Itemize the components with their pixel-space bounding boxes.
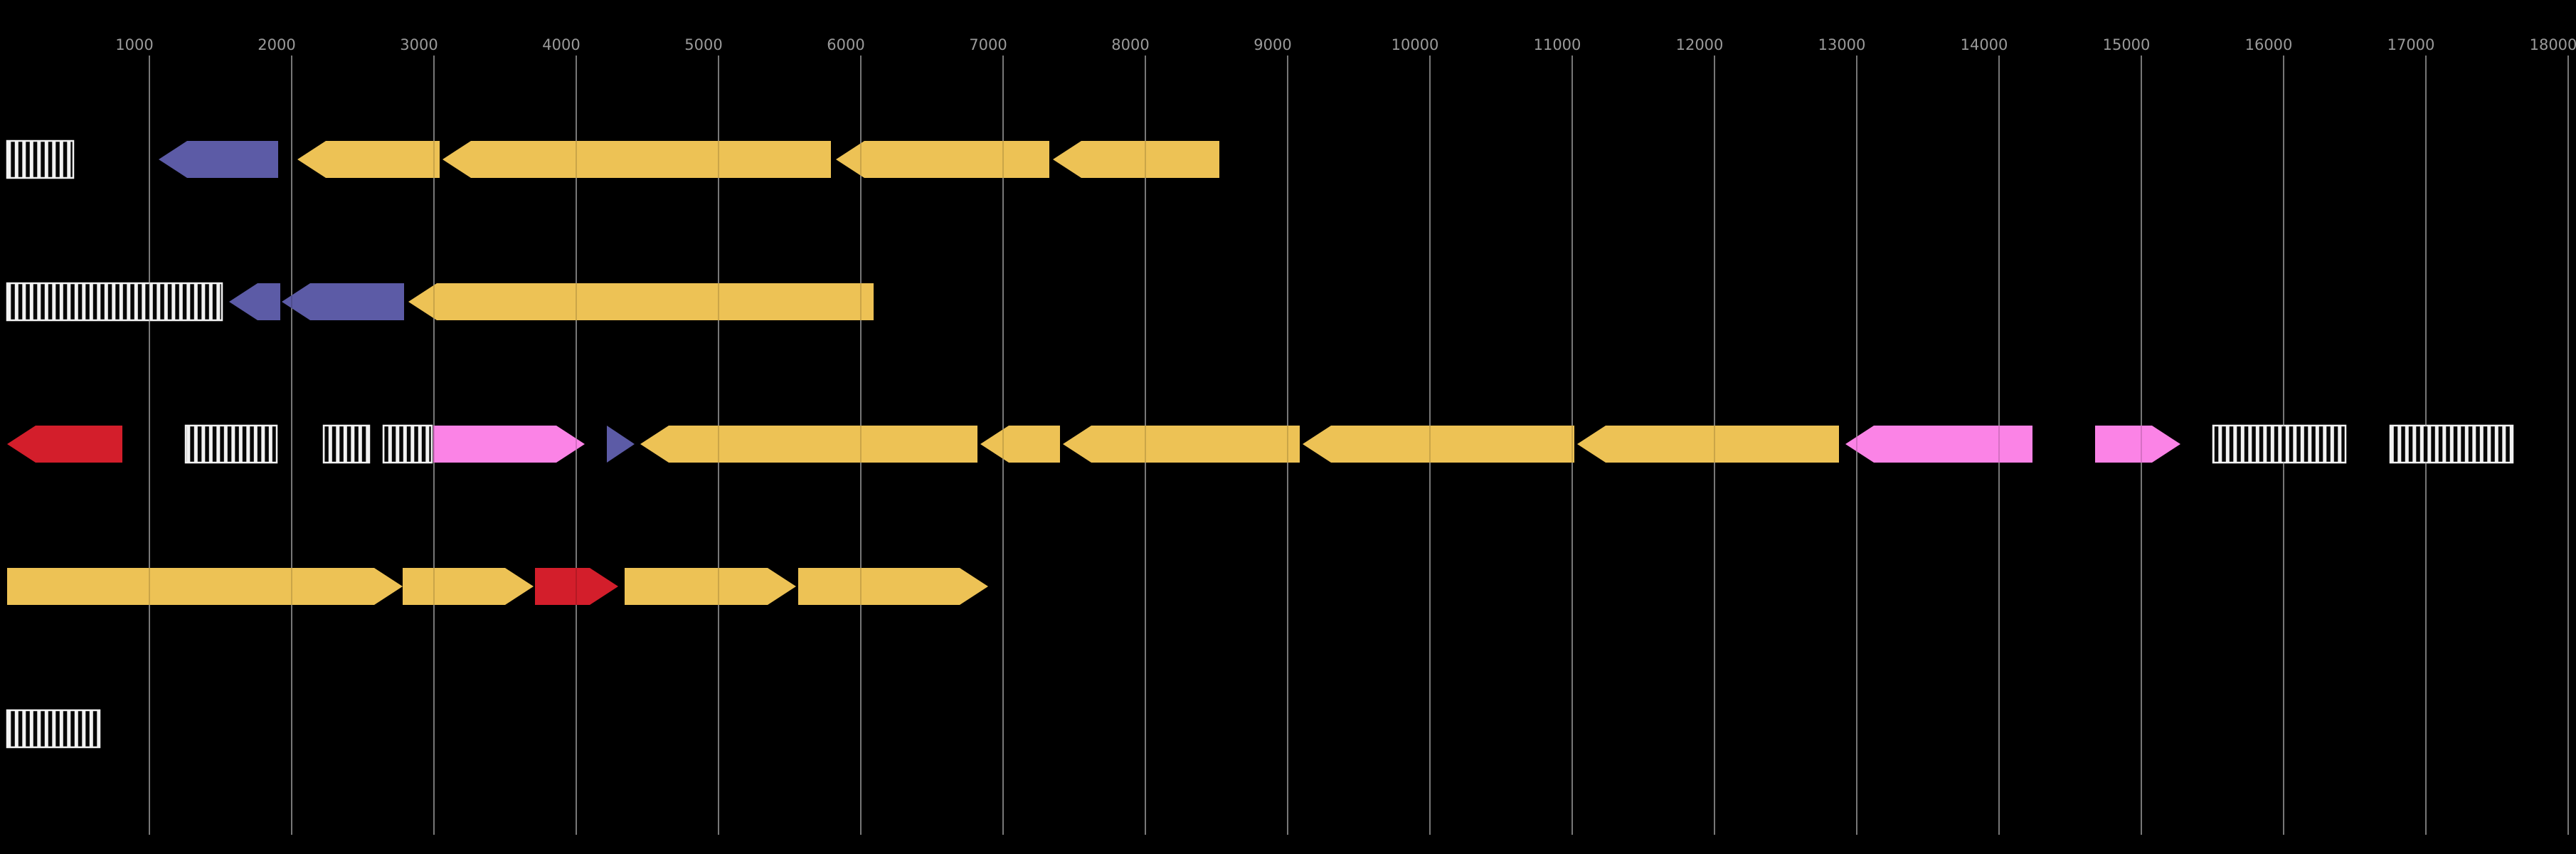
axis-tick-label: 11000	[1534, 36, 1581, 53]
gene-arrow-blue	[229, 283, 280, 320]
hatched-feature	[6, 282, 223, 322]
hatched-feature	[2212, 424, 2347, 464]
gene-arrow-blue	[607, 426, 635, 463]
axis-tick-labels: 1000 2000 3000 4000 5000 6000 7000 8000 9000 1000…	[115, 36, 2576, 53]
hatched-feature	[6, 709, 101, 749]
axis-tick-label: 4000	[542, 36, 580, 53]
gene-arrow-yellow	[442, 141, 831, 178]
gene-arrow-yellow	[408, 283, 874, 320]
gene-arrow-yellow	[1577, 426, 1839, 463]
axis-tick-label: 12000	[1676, 36, 1724, 53]
gene-arrow-yellow	[836, 141, 1049, 178]
gene-arrow-yellow	[980, 426, 1060, 463]
axis-tick-label: 9000	[1253, 36, 1291, 53]
track-sequence-2	[6, 282, 874, 322]
gene-arrow-yellow	[403, 568, 534, 605]
hatched-feature	[6, 139, 75, 179]
axis-tick-label: 1000	[115, 36, 153, 53]
hatched-feature	[2389, 424, 2514, 464]
axis-tick-label: 13000	[1818, 36, 1866, 53]
track-sequence-4	[7, 568, 988, 605]
gene-arrow-pink	[433, 426, 585, 463]
axis-tick-label: 14000	[1961, 36, 2008, 53]
gridline-overlay	[149, 56, 2569, 835]
gene-arrow-yellow	[297, 141, 440, 178]
gene-arrow-yellow	[798, 568, 988, 605]
axis-tick-label: 6000	[827, 36, 864, 53]
hatched-feature	[382, 424, 433, 464]
axis-tick-label: 8000	[1111, 36, 1149, 53]
track-sequence-3	[7, 424, 2514, 464]
axis-tick-label: 2000	[258, 36, 295, 53]
axis-tick-label: 17000	[2387, 36, 2435, 53]
axis-tick-label: 10000	[1392, 36, 1439, 53]
gene-arrow-yellow	[640, 426, 977, 463]
gene-arrow-yellow	[1053, 141, 1219, 178]
gene-arrow-pink	[2095, 426, 2180, 463]
gene-arrow-pink	[1845, 426, 2032, 463]
axis-tick-label: 18000	[2530, 36, 2576, 53]
axis-tick-label: 15000	[2103, 36, 2151, 53]
gene-arrow-blue	[159, 141, 278, 178]
hatched-feature	[322, 424, 371, 464]
gene-arrow-red	[535, 568, 618, 605]
axis-tick-label: 7000	[969, 36, 1007, 53]
gene-arrow-yellow	[1063, 426, 1300, 463]
track-sequence-5	[6, 709, 101, 749]
axis-tick-label: 3000	[400, 36, 438, 53]
gene-arrow-yellow	[625, 568, 796, 605]
gene-arrow-blue	[282, 283, 404, 320]
gene-arrow-yellow	[1303, 426, 1574, 463]
gene-arrow-red	[7, 426, 122, 463]
tracks	[6, 139, 2514, 749]
gene-arrow-yellow	[7, 568, 403, 605]
axis-tick-label: 16000	[2245, 36, 2293, 53]
track-sequence-1	[6, 139, 1219, 179]
hatched-feature	[184, 424, 278, 464]
axis-tick-label: 5000	[684, 36, 722, 53]
